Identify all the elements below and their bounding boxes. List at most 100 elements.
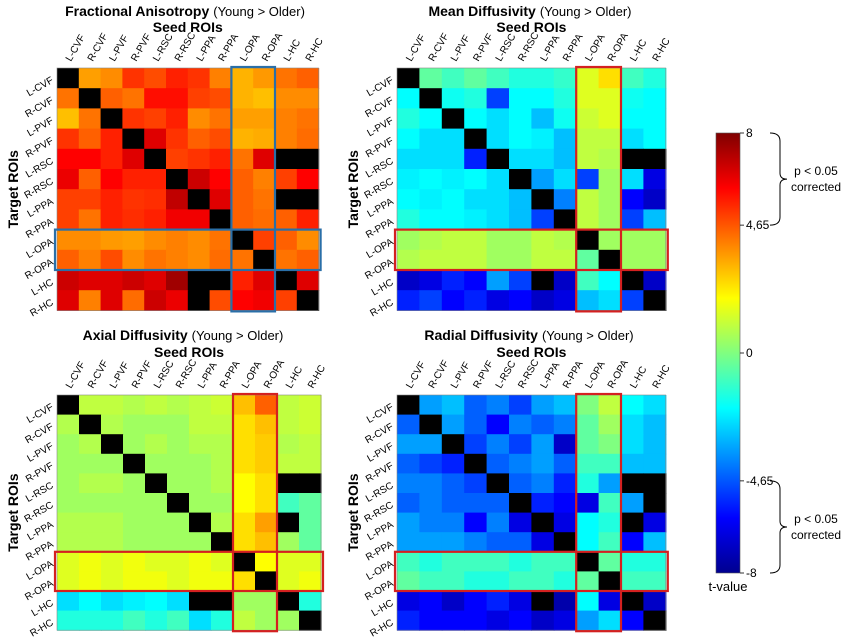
- x-tick-label: L-PPA: [196, 360, 220, 390]
- heatmap-cell: [531, 209, 555, 231]
- heatmap-cell: [166, 68, 189, 89]
- heatmap-cell: [509, 414, 532, 435]
- heatmap-cell: [621, 189, 644, 210]
- colorbar-tick-label: 4,65: [746, 218, 770, 232]
- heatmap-cell: [79, 395, 102, 416]
- heatmap-cell: [643, 493, 667, 514]
- heatmap-cell: [255, 414, 278, 435]
- heatmap-cell: [419, 128, 443, 150]
- heatmap-cell: [211, 473, 234, 494]
- heatmap-cell: [255, 453, 278, 474]
- heatmap-cell: [464, 571, 488, 592]
- heatmap-cell: [509, 249, 532, 271]
- heatmap-cell: [576, 434, 600, 455]
- heatmap-cell: [122, 209, 145, 231]
- heatmap-cell: [486, 88, 510, 109]
- heatmap-cell: [187, 189, 211, 210]
- y-tick-label: R-OPA: [363, 257, 396, 282]
- heatmap-cell: [419, 453, 443, 474]
- heatmap-cell: [643, 591, 667, 612]
- heatmap-cell: [145, 532, 168, 553]
- heatmap-cell: [441, 290, 465, 311]
- heatmap-cell: [122, 148, 145, 170]
- x-tick-label: R-PPA: [218, 359, 243, 391]
- heatmap-cell: [486, 591, 510, 612]
- heatmap-cell: [509, 453, 532, 474]
- heatmap-cell: [598, 414, 622, 435]
- heatmap-cell: [576, 290, 600, 311]
- heatmap-cell: [277, 551, 300, 572]
- highlight-box-rows: [53, 228, 322, 272]
- heatmap-cell: [233, 610, 256, 631]
- heatmap-cell: [231, 270, 254, 291]
- heatmap-cell: [553, 473, 577, 494]
- heatmap-cell: [101, 571, 124, 592]
- heatmap-cell: [57, 473, 80, 494]
- heatmap-cell: [464, 189, 488, 210]
- x-tick-label: R-HC: [306, 363, 328, 390]
- x-tick-label: R-HC: [651, 363, 673, 390]
- heatmap-cell: [621, 395, 644, 416]
- heatmap-cell: [531, 88, 555, 109]
- heatmap-cell: [145, 395, 168, 416]
- heatmap-cell: [275, 189, 298, 210]
- heatmap-cell: [621, 209, 644, 231]
- heatmap-cell: [78, 189, 102, 210]
- heatmap-cell: [277, 434, 300, 455]
- y-tick-label: L-HC: [30, 277, 56, 298]
- heatmap-cell: [209, 68, 232, 89]
- x-tick-label: L-CVF: [64, 33, 88, 64]
- heatmap-cell: [621, 453, 644, 474]
- heatmap-cell: [209, 249, 232, 271]
- heatmap-cell: [296, 270, 320, 291]
- y-tick-label: L-CVF: [25, 75, 56, 99]
- y-tick-label: R-PPA: [364, 539, 396, 564]
- heatmap-cell: [598, 473, 622, 494]
- heatmap-cell: [643, 290, 667, 311]
- heatmap-cell: [79, 591, 102, 612]
- x-tick-label: L-HC: [284, 365, 305, 391]
- heatmap-cell: [397, 148, 420, 170]
- heatmap-cell: [57, 512, 80, 533]
- heatmap-cell: [509, 229, 532, 251]
- heatmap-cell: [509, 551, 532, 572]
- heatmap-cell: [167, 591, 190, 612]
- heatmap-cell: [464, 473, 488, 494]
- heatmap-cell: [299, 473, 322, 494]
- heatmap-cell: [123, 512, 146, 533]
- heatmap-cell: [621, 249, 644, 271]
- heatmap-cell: [419, 229, 443, 251]
- heatmap-cell: [296, 169, 320, 190]
- heatmap-cell: [509, 434, 532, 455]
- x-tick-label: L-RSC: [494, 32, 519, 63]
- heatmap-cell: [397, 532, 420, 553]
- heatmap-cell: [57, 88, 80, 109]
- heatmap-cell: [101, 414, 124, 435]
- heatmap-cell: [209, 209, 232, 231]
- heatmap-cell: [78, 148, 102, 170]
- heatmap-cell: [509, 571, 532, 592]
- heatmap-cell: [598, 551, 622, 572]
- heatmap-cell: [209, 229, 232, 251]
- panel-title-bold: Radial Diffusivity: [424, 327, 538, 343]
- panel-title: Radial Diffusivity (Young > Older): [424, 327, 633, 343]
- heatmap-cell: [576, 414, 600, 435]
- heatmap-cell: [598, 493, 622, 514]
- heatmap-cell: [486, 270, 510, 291]
- heatmap-cell: [57, 434, 80, 455]
- heatmap-panel-3: Axial Diffusivity (Young > Older)Seed ROI…: [5, 327, 328, 639]
- heatmap-cell: [211, 571, 234, 592]
- heatmap-cell: [231, 68, 254, 89]
- heatmap-cell: [441, 571, 465, 592]
- heatmap-cell: [553, 68, 577, 89]
- heatmap-cell: [509, 68, 532, 89]
- heatmap-cell: [122, 290, 145, 311]
- heatmap-cell: [277, 610, 300, 631]
- heatmap-cell: [277, 414, 300, 435]
- heatmap-cell: [296, 88, 320, 109]
- heatmap-cell: [209, 88, 232, 109]
- heatmap-cell: [79, 493, 102, 514]
- heatmap-cell: [464, 610, 488, 631]
- heatmap-cell: [233, 571, 256, 592]
- heatmap-cell: [621, 229, 644, 251]
